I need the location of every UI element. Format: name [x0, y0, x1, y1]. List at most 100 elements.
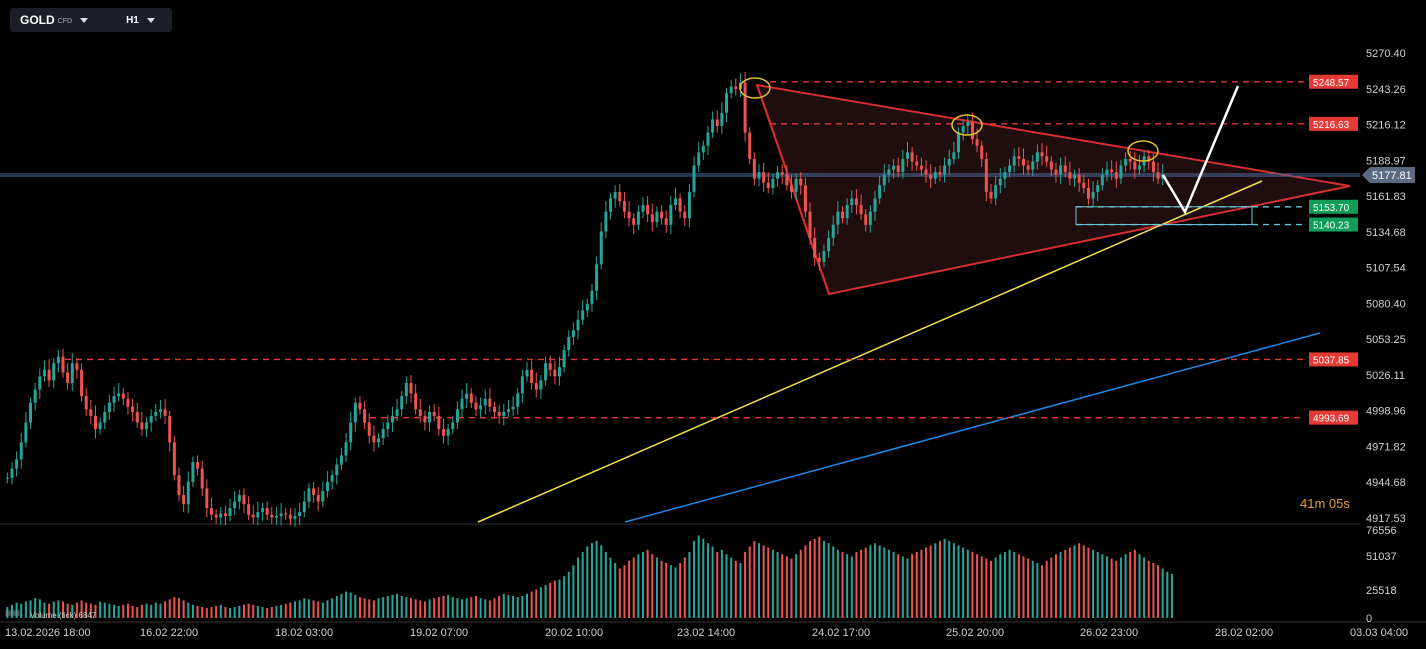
candle-body: [1035, 152, 1039, 162]
volume-bar: [150, 604, 153, 618]
candle-body: [219, 513, 223, 518]
volume-bar: [507, 594, 510, 618]
chevron-down-icon[interactable]: [146, 17, 155, 23]
timeframe-selector[interactable]: H1: [126, 14, 139, 26]
volume-bar: [1138, 554, 1141, 618]
symmetrical-triangle: [755, 83, 1351, 296]
swing-high-marker: [1127, 140, 1159, 162]
volume-bar: [6, 607, 9, 618]
volume-bar: [1129, 552, 1132, 618]
candle-body: [251, 514, 255, 518]
candle-body: [1086, 187, 1090, 199]
candle-body: [24, 422, 28, 443]
candle-body: [506, 409, 510, 412]
candle-body: [98, 422, 102, 430]
candle-body: [553, 369, 557, 377]
volume-bar: [577, 557, 580, 618]
price-level-tag: [1309, 352, 1358, 367]
candle-body: [339, 455, 343, 465]
volume-bar: [224, 607, 227, 618]
candle-body: [1040, 152, 1044, 157]
volume-bar: [363, 598, 366, 618]
candle-body: [1073, 174, 1077, 179]
candle-body: [479, 405, 483, 410]
volume-bar: [52, 601, 55, 618]
candle-body: [650, 214, 654, 223]
candle-body: [483, 398, 487, 406]
candle-body: [789, 185, 793, 192]
candle-body: [126, 398, 130, 407]
x-tick-label: 16.02 22:00: [140, 627, 198, 639]
volume-bar: [1119, 557, 1122, 618]
candle-body: [135, 411, 139, 423]
candle-body: [47, 369, 51, 381]
candle-body: [15, 459, 19, 469]
volume-bar: [442, 596, 445, 618]
candle-body: [488, 398, 492, 407]
volume-bar: [915, 552, 918, 618]
symbol-selector[interactable]: GOLD CFD H1: [10, 8, 172, 32]
candle-body: [223, 513, 227, 517]
volume-bar: [990, 560, 992, 618]
volume-bar: [874, 543, 876, 618]
volume-bar: [423, 601, 426, 618]
candle-body: [414, 393, 418, 410]
volume-bar: [205, 608, 208, 618]
candle-body: [1091, 191, 1095, 199]
volume-bar: [999, 554, 1002, 618]
volume-bar: [530, 591, 533, 618]
volume-bar: [1170, 574, 1173, 618]
candle-body: [878, 185, 882, 199]
candle-body: [868, 211, 872, 225]
candle-body: [70, 363, 74, 383]
candle-body: [544, 363, 548, 381]
volume-bar: [609, 557, 612, 618]
triangle-left-edge: [756, 84, 830, 295]
volume-bar: [340, 593, 343, 618]
volume-bar: [790, 558, 793, 618]
volume-bar: [669, 565, 672, 618]
volume-bar: [1059, 552, 1062, 618]
candle-body: [947, 158, 951, 166]
candle-body: [715, 119, 719, 127]
candle-body: [42, 369, 46, 377]
candle-body: [256, 512, 260, 518]
candle-body: [1031, 161, 1035, 170]
volume-bar: [1092, 549, 1095, 618]
candle-body: [19, 442, 23, 460]
volume-bar: [720, 549, 723, 618]
projection-arrow: [1161, 85, 1240, 215]
candle-body: [474, 402, 478, 410]
volume-bar: [326, 600, 329, 618]
volume-bar: [252, 604, 255, 618]
candle-body: [1068, 172, 1072, 179]
candle-body: [841, 211, 845, 219]
candle-body: [604, 211, 608, 232]
candle-body: [131, 406, 135, 412]
candle-body: [191, 462, 195, 482]
volume-bar: [665, 563, 668, 618]
x-tick-label: 19.02 07:00: [410, 627, 468, 639]
volume-bar: [479, 598, 482, 618]
candle-body: [766, 182, 770, 188]
volume-bar: [80, 600, 83, 618]
swing-high-marker: [739, 77, 771, 99]
volume-bar: [368, 599, 371, 618]
candle-body: [279, 513, 283, 517]
volume-settings-icon[interactable]: ▤▤: [5, 608, 21, 617]
candle-body: [748, 132, 752, 159]
volume-bar: [1022, 556, 1025, 618]
candle-body: [154, 411, 158, 416]
volume-bar: [493, 598, 496, 618]
chevron-down-icon[interactable]: [80, 17, 89, 23]
candle-body: [1124, 158, 1128, 166]
candle-body: [720, 112, 724, 127]
candle-body: [655, 211, 659, 223]
volume-bar: [767, 547, 770, 618]
volume-bar: [1013, 552, 1016, 618]
candle-body: [864, 214, 868, 225]
volume-bar: [1166, 571, 1169, 618]
volume-bar: [1101, 554, 1104, 618]
volume-bar: [136, 607, 139, 618]
